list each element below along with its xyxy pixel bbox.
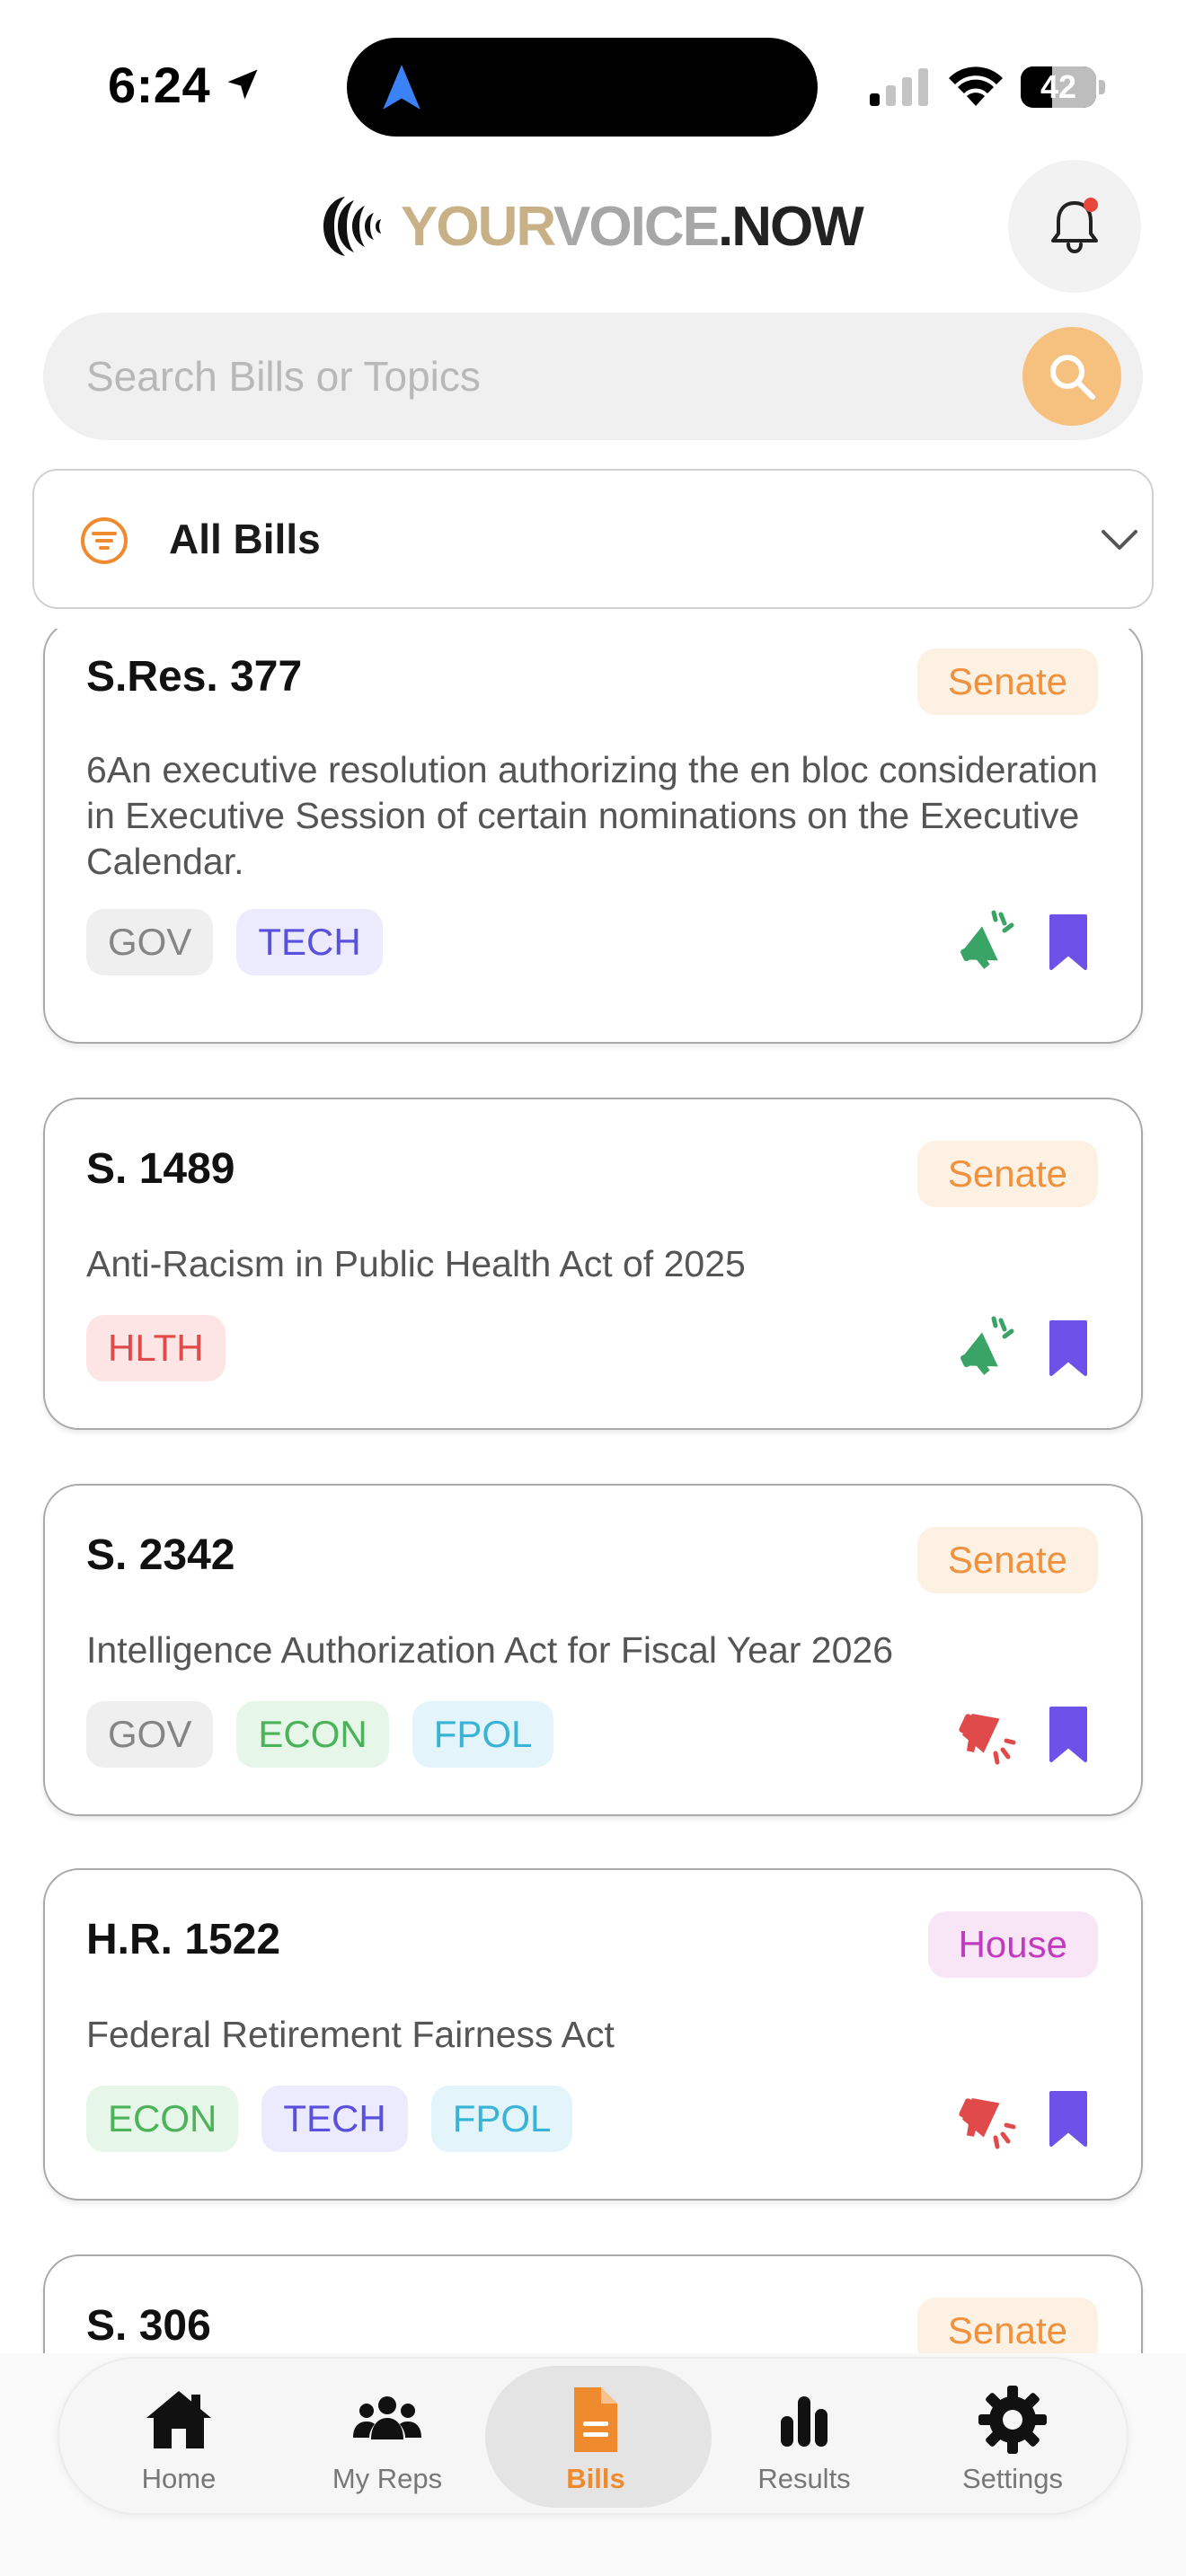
people-icon xyxy=(353,2396,421,2439)
bill-list: S.Res. 377 Senate 6An executive resoluti… xyxy=(0,629,1186,2353)
bill-description: Anti-Racism in Public Health Act of 2025 xyxy=(86,1243,746,1284)
tab-my-reps[interactable]: My Reps xyxy=(284,2359,491,2513)
bill-number: S. 1489 xyxy=(86,1145,235,1193)
chamber-badge: Senate xyxy=(916,2298,1098,2353)
megaphone-oppose-icon[interactable] xyxy=(952,2086,1017,2150)
topic-tags: ECON TECH FPOL xyxy=(86,2086,573,2152)
topic-tag: HLTH xyxy=(86,1315,226,1381)
home-icon xyxy=(146,2391,211,2448)
topic-tag: ECON xyxy=(236,1701,389,1768)
search-button[interactable] xyxy=(1022,327,1121,426)
bill-number: H.R. 1522 xyxy=(86,1916,281,1963)
bill-number: S. 306 xyxy=(86,2302,211,2350)
search-icon xyxy=(1050,355,1095,400)
location-arrow-icon xyxy=(227,69,258,100)
bill-number: S. 2342 xyxy=(86,1531,235,1579)
sound-wave-logo-icon xyxy=(323,197,381,256)
battery-indicator: 42 xyxy=(1021,66,1105,108)
topic-tag: GOV xyxy=(86,909,214,975)
navigation-arrow-icon xyxy=(383,65,420,110)
chamber-badge: Senate xyxy=(916,648,1098,715)
bookmark-icon[interactable] xyxy=(1046,913,1091,972)
megaphone-oppose-icon[interactable] xyxy=(952,1701,1017,1766)
app-logo: YOURVOICE.NOW xyxy=(314,187,864,266)
tab-bills[interactable]: Bills xyxy=(485,2359,712,2513)
bookmark-icon[interactable] xyxy=(1046,1705,1091,1764)
dynamic-island xyxy=(347,38,818,137)
tab-label: My Reps xyxy=(332,2463,443,2494)
document-icon xyxy=(574,2387,617,2452)
notifications-button[interactable] xyxy=(1008,160,1141,293)
wifi-icon xyxy=(949,66,1003,106)
tab-home[interactable]: Home xyxy=(75,2359,282,2513)
search-input[interactable] xyxy=(86,313,985,440)
battery-percentage: 42 xyxy=(1040,68,1077,105)
bill-description: Federal Retirement Fairness Act xyxy=(86,2014,615,2055)
bar-chart-icon xyxy=(781,2396,828,2447)
topic-tag: TECH xyxy=(236,909,383,975)
topic-tags: HLTH xyxy=(86,1315,226,1381)
chamber-badge: Senate xyxy=(916,1141,1098,1207)
topic-tag: GOV xyxy=(86,1701,214,1768)
topic-tag: TECH xyxy=(261,2086,408,2152)
bill-card[interactable]: H.R. 1522 House Federal Retirement Fairn… xyxy=(43,1868,1143,2201)
bill-card[interactable]: S. 1489 Senate Anti-Racism in Public Hea… xyxy=(43,1098,1143,1430)
chevron-down-icon xyxy=(1102,530,1137,550)
tab-label: Settings xyxy=(961,2463,1063,2494)
filter-selected-value: All Bills xyxy=(169,516,321,562)
chamber-badge: House xyxy=(927,1911,1098,1978)
bill-card[interactable]: S.Res. 377 Senate 6An executive resoluti… xyxy=(43,629,1143,1044)
tab-settings[interactable]: Settings xyxy=(909,2359,1116,2513)
bookmark-icon[interactable] xyxy=(1046,2089,1091,2148)
gear-icon xyxy=(978,2386,1047,2454)
bookmark-icon[interactable] xyxy=(1046,1319,1091,1378)
tab-label: Home xyxy=(141,2463,217,2494)
notification-dot xyxy=(1084,198,1098,212)
chamber-badge: Senate xyxy=(916,1527,1098,1593)
cellular-signal-icon xyxy=(870,68,928,106)
megaphone-support-icon[interactable] xyxy=(952,1315,1017,1380)
bill-card[interactable]: S. 306 Senate xyxy=(43,2254,1143,2353)
status-time: 6:24 xyxy=(108,57,211,113)
bill-filter-dropdown[interactable]: All Bills xyxy=(32,469,1154,609)
tab-bar: Home My Reps Bills Results xyxy=(58,2357,1128,2515)
tab-label: Results xyxy=(757,2463,851,2494)
bill-description: Intelligence Authorization Act for Fisca… xyxy=(86,1629,894,1671)
topic-tags: GOV TECH xyxy=(86,909,383,975)
brand-name: YOURVOICE.NOW xyxy=(401,195,864,258)
tab-results[interactable]: Results xyxy=(701,2359,907,2513)
topic-tags: GOV ECON FPOL xyxy=(86,1701,554,1768)
bill-description: 6An executive resolution authorizing the… xyxy=(86,749,1098,882)
megaphone-support-icon[interactable] xyxy=(952,909,1017,974)
bill-number: S.Res. 377 xyxy=(86,653,303,701)
bill-card[interactable]: S. 2342 Senate Intelligence Authorizatio… xyxy=(43,1484,1143,1816)
tab-label: Bills xyxy=(566,2463,625,2494)
topic-tag: ECON xyxy=(86,2086,239,2152)
topic-tag: FPOL xyxy=(412,1701,554,1768)
filter-icon xyxy=(81,517,128,564)
bell-icon xyxy=(1051,198,1098,254)
topic-tag: FPOL xyxy=(430,2086,573,2152)
status-bar: 6:24 42 xyxy=(0,0,1186,162)
search-bar xyxy=(43,313,1143,440)
